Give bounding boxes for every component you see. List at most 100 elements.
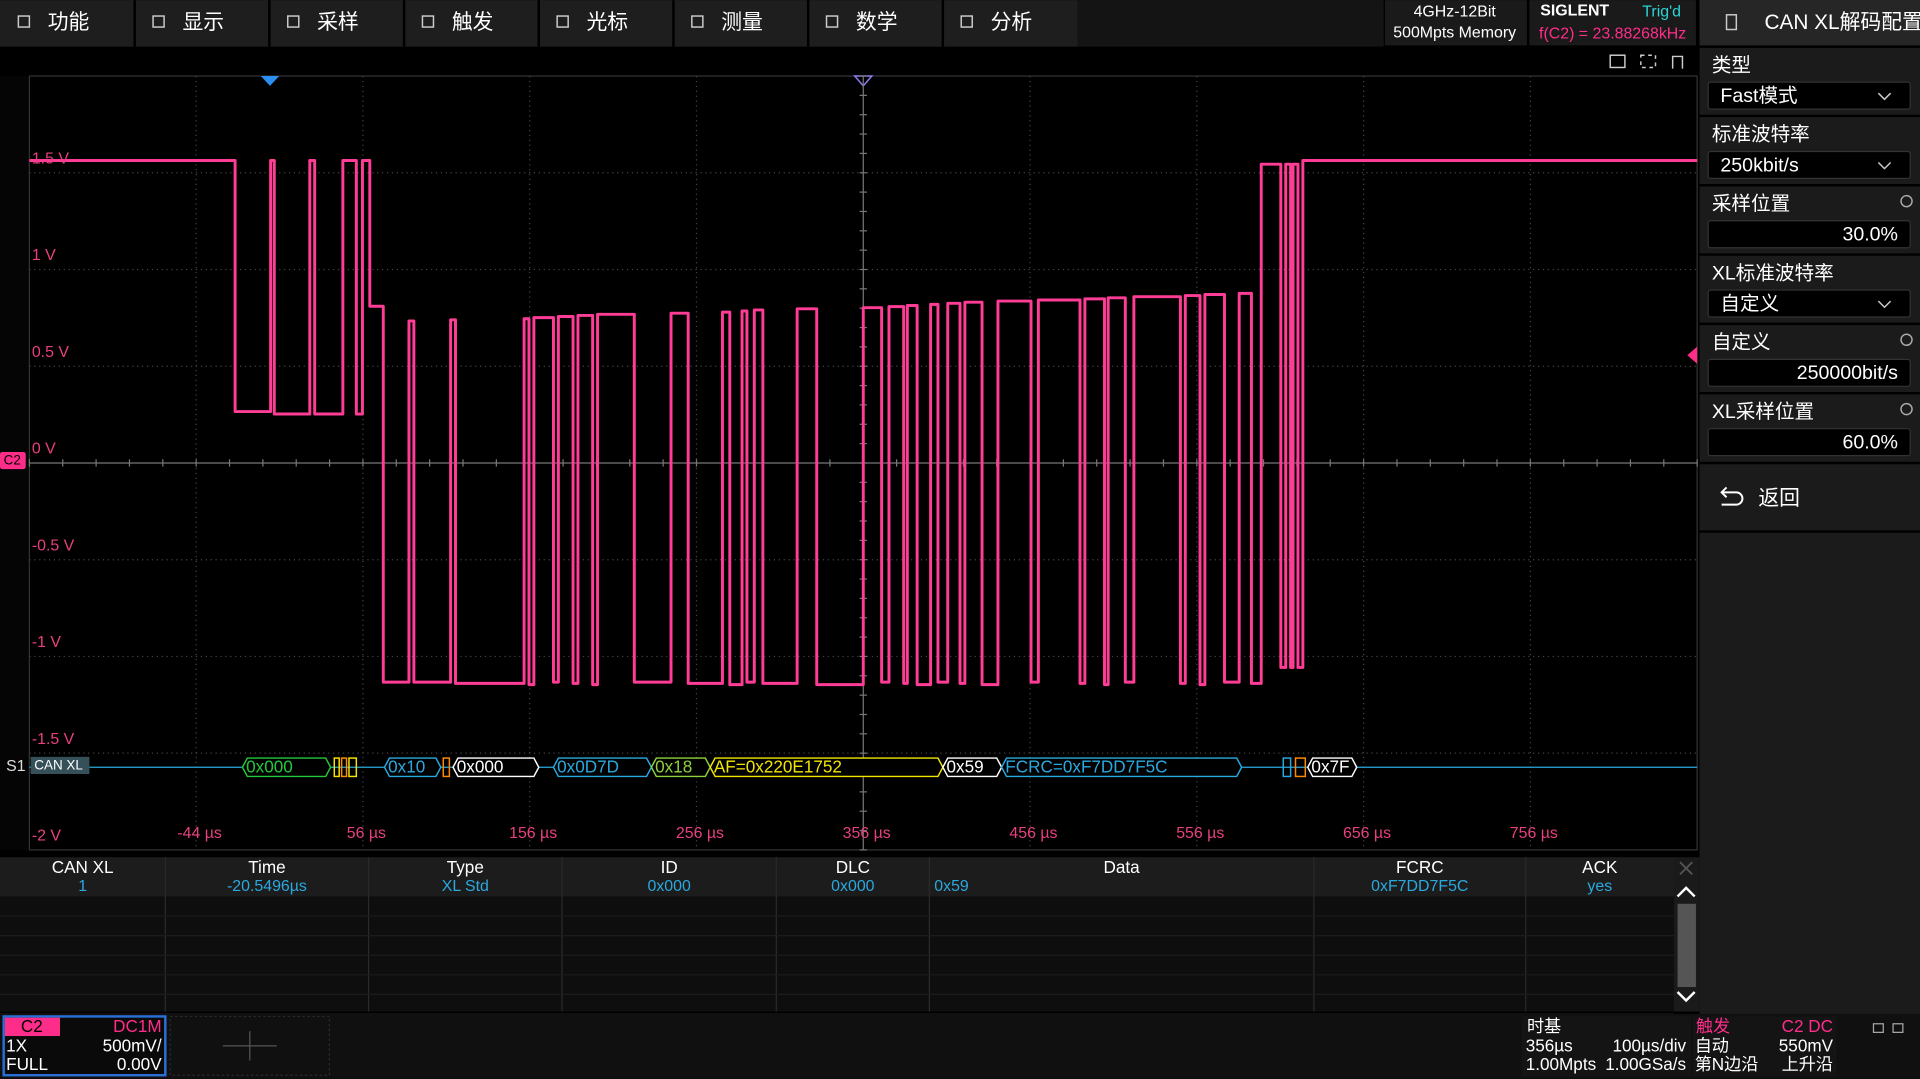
trigger-type: 第N边沿 bbox=[1695, 1054, 1759, 1074]
table-cell[interactable]: XL Std bbox=[442, 878, 489, 895]
menu-item[interactable]: 分析 bbox=[991, 11, 1033, 34]
setting-field[interactable] bbox=[1707, 289, 1911, 318]
setting-value: 250000bit/s bbox=[1797, 362, 1898, 384]
network-icon bbox=[1892, 1023, 1904, 1033]
table-cell[interactable]: 1 bbox=[78, 878, 87, 895]
timebase-scale: 100µs/div bbox=[1612, 1036, 1686, 1056]
timebase-box[interactable] bbox=[1522, 1016, 1692, 1077]
channel-marker[interactable] bbox=[0, 451, 26, 470]
decode-packet bbox=[452, 757, 540, 778]
timebase-title: 时基 bbox=[1527, 1016, 1561, 1036]
setting-value: 30.0% bbox=[1842, 224, 1898, 246]
reset-icon[interactable] bbox=[1900, 194, 1913, 208]
table-header: ACK bbox=[1582, 857, 1618, 877]
menu-item[interactable]: 显示 bbox=[182, 11, 224, 34]
setting-field[interactable] bbox=[1707, 358, 1911, 387]
bus-label: S1 bbox=[6, 758, 26, 775]
channel-coupling: DC1M bbox=[113, 1016, 162, 1036]
table-cell[interactable]: -20.5496µs bbox=[227, 878, 307, 895]
setting-value: 250kbit/s bbox=[1720, 154, 1799, 176]
menu-icon bbox=[17, 15, 31, 28]
scroll-thumb[interactable] bbox=[1677, 903, 1696, 988]
table-cell[interactable]: 0xF7DD7F5C bbox=[1371, 878, 1468, 895]
trigger-slope: 上升沿 bbox=[1782, 1054, 1833, 1074]
table-cell[interactable]: 0x59 bbox=[934, 878, 969, 895]
table-header: FCRC bbox=[1396, 857, 1444, 877]
y-axis-label: -2 V bbox=[32, 828, 62, 845]
fullscreen-icon[interactable] bbox=[1640, 54, 1657, 69]
setting-value: 自定义 bbox=[1720, 293, 1779, 315]
menu-item[interactable]: 触发 bbox=[452, 11, 494, 34]
menu-item[interactable]: 光标 bbox=[587, 11, 629, 34]
table-cell[interactable]: 0x000 bbox=[648, 878, 691, 895]
scroll-down[interactable] bbox=[1676, 991, 1696, 1003]
x-axis-label: 556 µs bbox=[1176, 825, 1224, 842]
trig-box bbox=[1529, 0, 1696, 46]
menu-item[interactable]: 功能 bbox=[48, 11, 90, 34]
setting-label: 标准波特率 bbox=[1712, 124, 1810, 146]
decode-text: 0x7F bbox=[1311, 756, 1349, 776]
table-header: CAN XL bbox=[52, 857, 114, 877]
timebase-rate: 1.00GSa/s bbox=[1605, 1054, 1686, 1074]
setting-field[interactable] bbox=[1707, 81, 1911, 110]
table-cell[interactable]: yes bbox=[1587, 878, 1612, 895]
channel-name-box bbox=[4, 1017, 60, 1037]
y-axis-label: -1.5 V bbox=[32, 731, 75, 748]
back-icon[interactable] bbox=[1720, 486, 1744, 506]
y-axis-label: 1.5 V bbox=[32, 150, 70, 167]
setting-label: 类型 bbox=[1712, 54, 1751, 76]
screenshot-icon[interactable] bbox=[1609, 54, 1626, 69]
table-cell[interactable]: 0x000 bbox=[831, 878, 874, 895]
reset-icon[interactable] bbox=[1900, 402, 1913, 416]
trigger-level: 550mV bbox=[1779, 1036, 1834, 1056]
dropdown-arrow bbox=[1877, 92, 1892, 101]
add-channel-box[interactable] bbox=[169, 1015, 330, 1076]
menu-item[interactable]: 测量 bbox=[721, 11, 763, 34]
setting-label: XL采样位置 bbox=[1712, 401, 1814, 423]
trigger-mode: 自动 bbox=[1695, 1036, 1729, 1056]
trigger-state: Trig'd bbox=[1642, 4, 1681, 21]
timebase-delay: 356µs bbox=[1526, 1036, 1573, 1056]
trigger-position-marker bbox=[260, 76, 280, 86]
add-channel-icon bbox=[222, 1031, 277, 1061]
setting-label: 采样位置 bbox=[1712, 193, 1790, 215]
y-axis-label: 0.5 V bbox=[32, 344, 70, 361]
table-header: Time bbox=[248, 857, 285, 877]
menu-icon bbox=[691, 15, 704, 28]
table-header bbox=[0, 857, 1674, 897]
channel-probe: 1X bbox=[6, 1036, 28, 1056]
spec-box bbox=[1384, 0, 1527, 46]
menu-item[interactable]: 采样 bbox=[317, 11, 359, 34]
decode-text: AF=0x220E1752 bbox=[714, 756, 842, 776]
back-button[interactable]: 返回 bbox=[1758, 487, 1800, 510]
dropdown-arrow bbox=[1877, 300, 1892, 309]
menu-icon[interactable] bbox=[1671, 55, 1684, 69]
table-header: ID bbox=[661, 857, 678, 877]
trigger-box[interactable] bbox=[1692, 1016, 1837, 1077]
x-axis-label: 56 µs bbox=[347, 825, 386, 842]
table-header: DLC bbox=[836, 857, 870, 877]
y-axis-label: 0 V bbox=[32, 441, 56, 458]
scroll-up[interactable] bbox=[1676, 886, 1696, 898]
trigger-level-marker bbox=[1687, 346, 1698, 364]
trigger-source: C2 DC bbox=[1782, 1016, 1833, 1036]
decode-packet bbox=[241, 757, 332, 778]
setting-field[interactable] bbox=[1707, 150, 1911, 180]
reset-icon[interactable] bbox=[1900, 333, 1913, 347]
decode-text: FCRC=0xF7DD7F5C bbox=[1005, 756, 1167, 776]
decode-text: 0x000 bbox=[457, 756, 504, 776]
decode-bit-mark bbox=[348, 757, 358, 778]
table-header: Data bbox=[1104, 857, 1141, 877]
setting-field[interactable] bbox=[1707, 428, 1911, 457]
decode-packet bbox=[1306, 757, 1358, 778]
table-close[interactable] bbox=[1679, 861, 1693, 876]
menu-item[interactable]: 数学 bbox=[856, 11, 898, 34]
memory: 500Mpts Memory bbox=[1393, 24, 1516, 41]
menu-icon bbox=[825, 15, 839, 28]
trigger-title: 触发 bbox=[1696, 1016, 1730, 1036]
setting-field[interactable] bbox=[1707, 220, 1911, 249]
decode-text: 0x18 bbox=[655, 756, 692, 776]
channel-name: C2 bbox=[21, 1016, 43, 1036]
y-axis-label: -1 V bbox=[32, 634, 62, 651]
